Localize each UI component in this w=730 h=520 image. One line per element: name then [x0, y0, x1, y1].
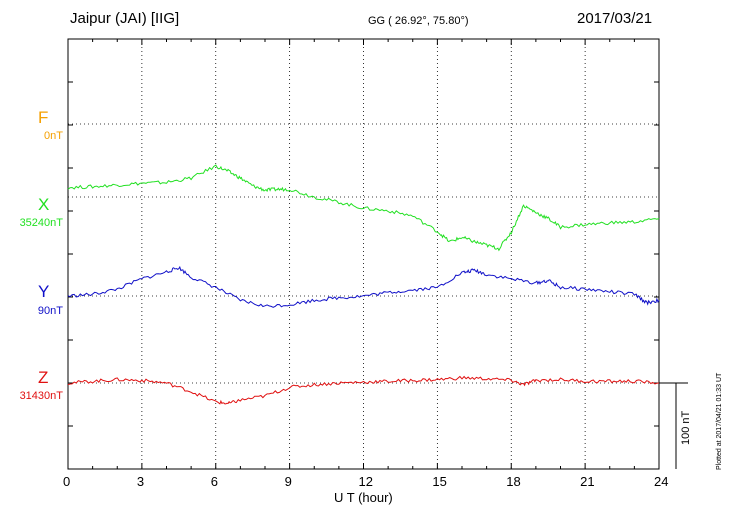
x-tick-label: 18 [506, 474, 521, 489]
x-tick-label: 24 [654, 474, 669, 489]
series-lines [67, 164, 660, 405]
grid-lines [68, 39, 659, 469]
x-tick-label: 6 [210, 474, 218, 489]
component-name-1: X [38, 195, 50, 214]
component-name-0: F [38, 108, 49, 127]
series-line-y [67, 265, 660, 308]
series-line-z [67, 375, 660, 405]
station-title: Jaipur (JAI) [IIG] [70, 10, 180, 27]
component-baseline-2: 90nT [37, 305, 63, 317]
component-name-2: Y [38, 282, 50, 301]
x-tick-label: 3 [136, 474, 145, 489]
component-baseline-3: 31430nT [19, 390, 63, 402]
x-tick-label: 12 [358, 474, 373, 489]
axis-ticks [67, 39, 660, 469]
station-coords: GG ( 26.92°, 75.80°) [368, 15, 469, 27]
x-tick-label: 0 [63, 474, 71, 489]
x-tick-label: 21 [580, 474, 595, 489]
scale-bar-label: 100 nT [680, 410, 692, 445]
plotted-note: Plotted at 2017/04/21 01:33 UT [716, 372, 723, 470]
x-tick-label: 9 [284, 474, 292, 489]
component-baseline-1: 35240nT [19, 217, 63, 229]
component-name-3: Z [38, 368, 49, 387]
component-baseline-0: 0nT [44, 130, 63, 142]
series-line-x [67, 164, 660, 252]
scale-bar [659, 382, 688, 469]
plot-date: 2017/03/21 [577, 10, 653, 27]
x-tick-label: 15 [432, 474, 447, 489]
x-axis-label: U T (hour) [334, 490, 393, 505]
